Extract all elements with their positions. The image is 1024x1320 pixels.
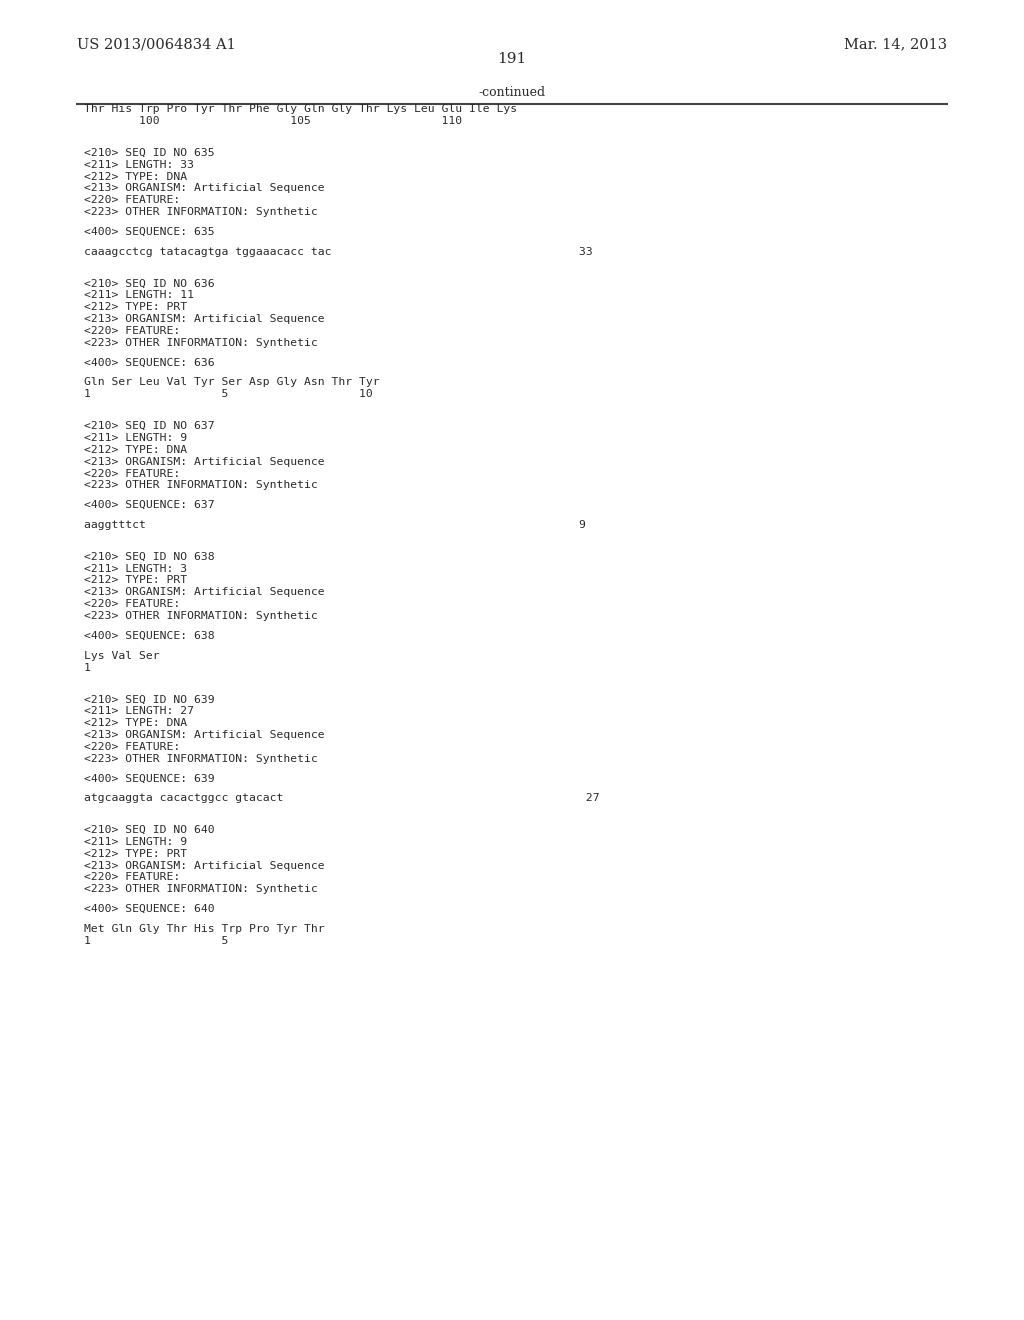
Text: <400> SEQUENCE: 635: <400> SEQUENCE: 635 xyxy=(84,227,215,238)
Text: <223> OTHER INFORMATION: Synthetic: <223> OTHER INFORMATION: Synthetic xyxy=(84,754,317,764)
Text: <223> OTHER INFORMATION: Synthetic: <223> OTHER INFORMATION: Synthetic xyxy=(84,611,317,622)
Text: <220> FEATURE:: <220> FEATURE: xyxy=(84,599,180,610)
Text: <212> TYPE: PRT: <212> TYPE: PRT xyxy=(84,302,187,313)
Text: <213> ORGANISM: Artificial Sequence: <213> ORGANISM: Artificial Sequence xyxy=(84,457,325,467)
Text: <223> OTHER INFORMATION: Synthetic: <223> OTHER INFORMATION: Synthetic xyxy=(84,884,317,895)
Text: <211> LENGTH: 9: <211> LENGTH: 9 xyxy=(84,433,187,444)
Text: 191: 191 xyxy=(498,53,526,66)
Text: <212> TYPE: PRT: <212> TYPE: PRT xyxy=(84,576,187,586)
Text: aaggtttct                                                               9: aaggtttct 9 xyxy=(84,520,586,531)
Text: <400> SEQUENCE: 638: <400> SEQUENCE: 638 xyxy=(84,631,215,642)
Text: <400> SEQUENCE: 637: <400> SEQUENCE: 637 xyxy=(84,500,215,511)
Text: -continued: -continued xyxy=(478,86,546,99)
Text: <220> FEATURE:: <220> FEATURE: xyxy=(84,326,180,337)
Text: <213> ORGANISM: Artificial Sequence: <213> ORGANISM: Artificial Sequence xyxy=(84,183,325,194)
Text: <211> LENGTH: 3: <211> LENGTH: 3 xyxy=(84,564,187,574)
Text: <220> FEATURE:: <220> FEATURE: xyxy=(84,469,180,479)
Text: <223> OTHER INFORMATION: Synthetic: <223> OTHER INFORMATION: Synthetic xyxy=(84,480,317,491)
Text: <223> OTHER INFORMATION: Synthetic: <223> OTHER INFORMATION: Synthetic xyxy=(84,207,317,218)
Text: <210> SEQ ID NO 636: <210> SEQ ID NO 636 xyxy=(84,279,215,289)
Text: <210> SEQ ID NO 637: <210> SEQ ID NO 637 xyxy=(84,421,215,432)
Text: Met Gln Gly Thr His Trp Pro Tyr Thr: Met Gln Gly Thr His Trp Pro Tyr Thr xyxy=(84,924,325,935)
Text: <213> ORGANISM: Artificial Sequence: <213> ORGANISM: Artificial Sequence xyxy=(84,730,325,741)
Text: <210> SEQ ID NO 639: <210> SEQ ID NO 639 xyxy=(84,694,215,705)
Text: <220> FEATURE:: <220> FEATURE: xyxy=(84,873,180,883)
Text: <212> TYPE: PRT: <212> TYPE: PRT xyxy=(84,849,187,859)
Text: 1                   5                   10: 1 5 10 xyxy=(84,389,373,400)
Text: <212> TYPE: DNA: <212> TYPE: DNA xyxy=(84,445,187,455)
Text: <211> LENGTH: 33: <211> LENGTH: 33 xyxy=(84,160,194,170)
Text: <223> OTHER INFORMATION: Synthetic: <223> OTHER INFORMATION: Synthetic xyxy=(84,338,317,348)
Text: <220> FEATURE:: <220> FEATURE: xyxy=(84,195,180,206)
Text: <400> SEQUENCE: 636: <400> SEQUENCE: 636 xyxy=(84,358,215,368)
Text: <212> TYPE: DNA: <212> TYPE: DNA xyxy=(84,718,187,729)
Text: <210> SEQ ID NO 640: <210> SEQ ID NO 640 xyxy=(84,825,215,836)
Text: 1: 1 xyxy=(84,663,91,673)
Text: Lys Val Ser: Lys Val Ser xyxy=(84,651,160,661)
Text: US 2013/0064834 A1: US 2013/0064834 A1 xyxy=(77,37,236,51)
Text: Thr His Trp Pro Tyr Thr Phe Gly Gln Gly Thr Lys Leu Glu Ile Lys: Thr His Trp Pro Tyr Thr Phe Gly Gln Gly … xyxy=(84,103,517,114)
Text: <211> LENGTH: 11: <211> LENGTH: 11 xyxy=(84,290,194,301)
Text: caaagcctcg tatacagtga tggaaacacc tac                                    33: caaagcctcg tatacagtga tggaaacacc tac 33 xyxy=(84,247,593,257)
Text: <213> ORGANISM: Artificial Sequence: <213> ORGANISM: Artificial Sequence xyxy=(84,587,325,598)
Text: <212> TYPE: DNA: <212> TYPE: DNA xyxy=(84,172,187,182)
Text: <211> LENGTH: 9: <211> LENGTH: 9 xyxy=(84,837,187,847)
Text: <220> FEATURE:: <220> FEATURE: xyxy=(84,742,180,752)
Text: atgcaaggta cacactggcc gtacact                                            27: atgcaaggta cacactggcc gtacact 27 xyxy=(84,793,600,804)
Text: Gln Ser Leu Val Tyr Ser Asp Gly Asn Thr Tyr: Gln Ser Leu Val Tyr Ser Asp Gly Asn Thr … xyxy=(84,378,380,388)
Text: <210> SEQ ID NO 638: <210> SEQ ID NO 638 xyxy=(84,552,215,562)
Text: <400> SEQUENCE: 640: <400> SEQUENCE: 640 xyxy=(84,904,215,915)
Text: Mar. 14, 2013: Mar. 14, 2013 xyxy=(844,37,947,51)
Text: <210> SEQ ID NO 635: <210> SEQ ID NO 635 xyxy=(84,148,215,158)
Text: <213> ORGANISM: Artificial Sequence: <213> ORGANISM: Artificial Sequence xyxy=(84,861,325,871)
Text: <211> LENGTH: 27: <211> LENGTH: 27 xyxy=(84,706,194,717)
Text: 1                   5: 1 5 xyxy=(84,936,228,946)
Text: <213> ORGANISM: Artificial Sequence: <213> ORGANISM: Artificial Sequence xyxy=(84,314,325,325)
Text: <400> SEQUENCE: 639: <400> SEQUENCE: 639 xyxy=(84,774,215,784)
Text: 100                   105                   110: 100 105 110 xyxy=(84,116,462,127)
